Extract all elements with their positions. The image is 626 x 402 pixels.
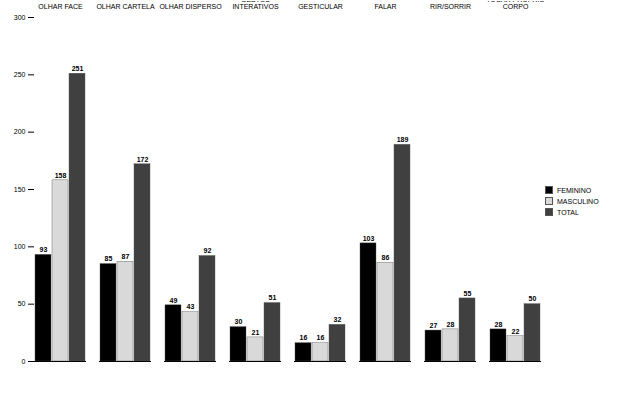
svg-text:300: 300 [14, 14, 26, 21]
svg-text:50: 50 [529, 295, 537, 302]
svg-text:87: 87 [122, 253, 130, 260]
svg-text:FALAR: FALAR [374, 3, 396, 10]
svg-text:55: 55 [464, 290, 472, 297]
html-text:MASCULINO: MASCULINO [557, 197, 599, 205]
svg-text:200: 200 [14, 128, 26, 135]
html-text:FEMININO: FEMININO [557, 186, 592, 194]
svg-text:22: 22 [512, 328, 520, 335]
svg-text:150: 150 [14, 186, 26, 193]
svg-text:GESTICULAR: GESTICULAR [298, 3, 343, 10]
svg-text:28: 28 [447, 321, 455, 328]
svg-text:28: 28 [495, 321, 503, 328]
svg-text:OLHAR FACE: OLHAR FACE [38, 3, 83, 10]
html-text:TOTAL: TOTAL [557, 208, 579, 216]
svg-text:43: 43 [187, 303, 195, 310]
svg-text:16: 16 [300, 334, 308, 341]
svg-text:0: 0 [22, 358, 26, 365]
svg-text:RIR/SORRIR: RIR/SORRIR [430, 3, 471, 10]
svg-text:100: 100 [14, 243, 26, 250]
svg-text:93: 93 [40, 246, 48, 253]
svg-text:50: 50 [18, 300, 26, 307]
svg-text:49: 49 [170, 297, 178, 304]
svg-text:250: 250 [14, 71, 26, 78]
svg-text:21: 21 [252, 329, 260, 336]
svg-text:32: 32 [334, 316, 342, 323]
svg-text:251: 251 [72, 65, 84, 72]
svg-text:30: 30 [235, 318, 243, 325]
svg-text:103: 103 [363, 235, 375, 242]
svg-text:GESTOSINTERATIVOS: GESTOSINTERATIVOS [232, 1, 278, 10]
svg-text:TOCAR PRÓPRIOCORPO: TOCAR PRÓPRIOCORPO [486, 1, 545, 10]
svg-text:OLHAR DISPERSO: OLHAR DISPERSO [159, 3, 222, 10]
svg-text:27: 27 [430, 322, 438, 329]
svg-text:51: 51 [269, 294, 277, 301]
svg-text:189: 189 [397, 136, 409, 143]
svg-text:158: 158 [55, 172, 67, 179]
svg-text:86: 86 [382, 254, 390, 261]
svg-text:92: 92 [204, 247, 212, 254]
svg-text:172: 172 [137, 156, 149, 163]
svg-text:OLHAR CARTELA: OLHAR CARTELA [96, 3, 155, 10]
svg-text:85: 85 [105, 255, 113, 262]
svg-text:16: 16 [317, 334, 325, 341]
